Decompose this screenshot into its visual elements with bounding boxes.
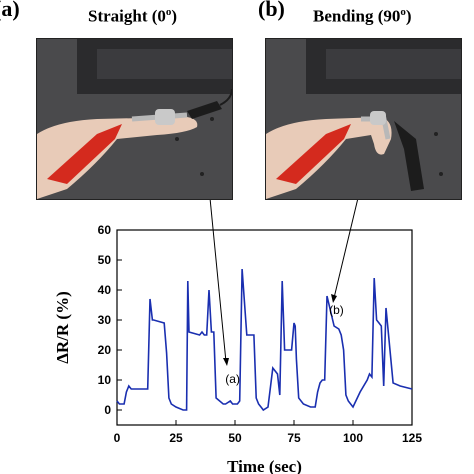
x-tick-label: 125	[402, 431, 422, 445]
panel-b-title-sup: o	[400, 6, 406, 18]
y-tick-label: 0	[104, 403, 111, 417]
panel-a-title-main: Straight (0	[88, 6, 166, 26]
y-tick-label: 30	[98, 313, 112, 327]
black-clip	[187, 101, 222, 119]
red-clip	[47, 124, 122, 184]
finger-band	[370, 111, 386, 125]
x-axis-title: Time (sec)	[227, 457, 302, 474]
red-clip	[276, 124, 351, 184]
photo-straight-illustration	[37, 39, 232, 199]
panel-b-title-main: Bending (90	[313, 6, 401, 26]
panel-a-title-end: )	[171, 6, 178, 26]
stage-rail	[97, 49, 232, 79]
x-tick-label: 50	[228, 431, 242, 445]
hand	[37, 117, 198, 199]
x-tick-label: 0	[114, 431, 121, 445]
table-hole	[439, 172, 443, 176]
table-hole	[210, 117, 214, 121]
y-tick-label: 60	[98, 223, 112, 237]
pointer-line-b	[333, 200, 359, 299]
photo-pointer-lines	[209, 200, 359, 366]
resistance-change-chart: 0 25 50 75 100 125 0 10 20 30 40 50 60 (a) (b) Time (…	[53, 200, 423, 474]
chart-annotations: (a) (b)	[225, 303, 344, 386]
table-hole	[175, 137, 179, 141]
panel-a-letter: (a)	[0, 0, 20, 21]
y-tick-label: 40	[98, 283, 112, 297]
y-axis-title: ΔR/R (%)	[53, 291, 72, 364]
annotation-label: (a)	[225, 372, 240, 386]
table-hole	[200, 172, 204, 176]
black-clip	[394, 121, 424, 191]
pointer-line-a	[209, 200, 227, 363]
y-tick-label: 20	[98, 343, 112, 357]
panel-b-title: Bending (90o)	[313, 6, 412, 27]
plot-frame	[116, 229, 413, 426]
pointer-arrow-b	[331, 294, 337, 303]
stage-rail	[326, 49, 461, 79]
table-hole	[434, 132, 438, 136]
finger-band	[155, 109, 175, 125]
black-wire	[219, 88, 232, 106]
panel-b-title-end: )	[405, 6, 412, 26]
photo-bending-finger	[265, 38, 462, 200]
panel-a-title-sup: o	[165, 6, 172, 18]
pointer-arrow-a	[223, 358, 229, 366]
y-tick-label: 50	[98, 253, 112, 267]
photo-bending-illustration	[266, 39, 461, 199]
annotation-label: (b)	[329, 303, 344, 317]
x-tick-label: 75	[287, 431, 301, 445]
panel-b-letter: (b)	[258, 0, 285, 21]
series-line	[116, 268, 413, 412]
photo-straight-finger	[36, 38, 233, 200]
y-tick-label: 10	[98, 373, 112, 387]
axis-ticks: 0 25 50 75 100 125 0 10 20 30 40 50 60	[98, 223, 423, 445]
x-tick-label: 100	[343, 431, 363, 445]
panel-a-title: Straight (0o)	[88, 6, 177, 27]
x-tick-label: 25	[169, 431, 183, 445]
